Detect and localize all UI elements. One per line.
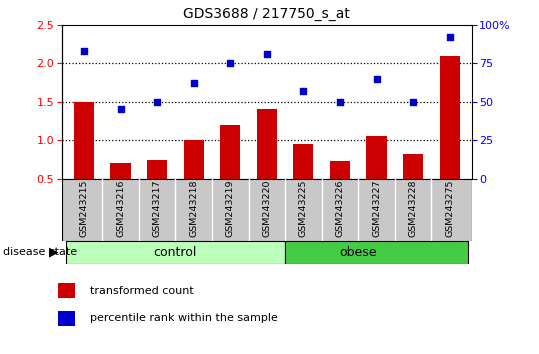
Bar bbox=[330, 161, 350, 179]
Text: ▶: ▶ bbox=[49, 246, 59, 259]
Bar bbox=[184, 140, 204, 179]
Text: GSM243216: GSM243216 bbox=[116, 180, 125, 237]
Text: obese: obese bbox=[340, 246, 377, 259]
Text: GSM243220: GSM243220 bbox=[262, 180, 271, 237]
Point bbox=[409, 99, 417, 105]
Bar bbox=[220, 125, 240, 179]
Point bbox=[372, 76, 381, 81]
Text: GSM243225: GSM243225 bbox=[299, 180, 308, 237]
Point bbox=[226, 61, 234, 66]
Point bbox=[299, 88, 308, 94]
Point bbox=[153, 99, 161, 105]
Bar bbox=[403, 154, 423, 179]
Text: GSM243275: GSM243275 bbox=[445, 180, 454, 237]
Bar bbox=[367, 136, 386, 179]
Bar bbox=[110, 164, 130, 179]
Point bbox=[189, 80, 198, 86]
Text: control: control bbox=[154, 246, 197, 259]
Point bbox=[336, 99, 344, 105]
Title: GDS3688 / 217750_s_at: GDS3688 / 217750_s_at bbox=[183, 7, 350, 21]
Bar bbox=[147, 160, 167, 179]
Bar bbox=[285, 241, 468, 264]
Bar bbox=[293, 144, 314, 179]
Text: GSM243219: GSM243219 bbox=[226, 180, 234, 237]
Point bbox=[262, 51, 271, 57]
Point bbox=[116, 107, 125, 112]
Bar bbox=[66, 241, 285, 264]
Text: GSM243218: GSM243218 bbox=[189, 180, 198, 237]
Text: GSM243228: GSM243228 bbox=[409, 180, 418, 237]
Text: GSM243215: GSM243215 bbox=[79, 180, 88, 237]
Text: percentile rank within the sample: percentile rank within the sample bbox=[90, 313, 278, 323]
Text: transformed count: transformed count bbox=[90, 286, 194, 296]
Point bbox=[445, 34, 454, 40]
Bar bbox=[440, 56, 460, 179]
Bar bbox=[257, 109, 277, 179]
Text: GSM243227: GSM243227 bbox=[372, 180, 381, 237]
Point bbox=[80, 48, 88, 54]
Text: GSM243217: GSM243217 bbox=[153, 180, 162, 237]
Bar bbox=[58, 311, 75, 326]
Text: GSM243226: GSM243226 bbox=[335, 180, 344, 237]
Text: disease state: disease state bbox=[3, 247, 77, 257]
Bar bbox=[58, 283, 75, 298]
Bar bbox=[74, 102, 94, 179]
